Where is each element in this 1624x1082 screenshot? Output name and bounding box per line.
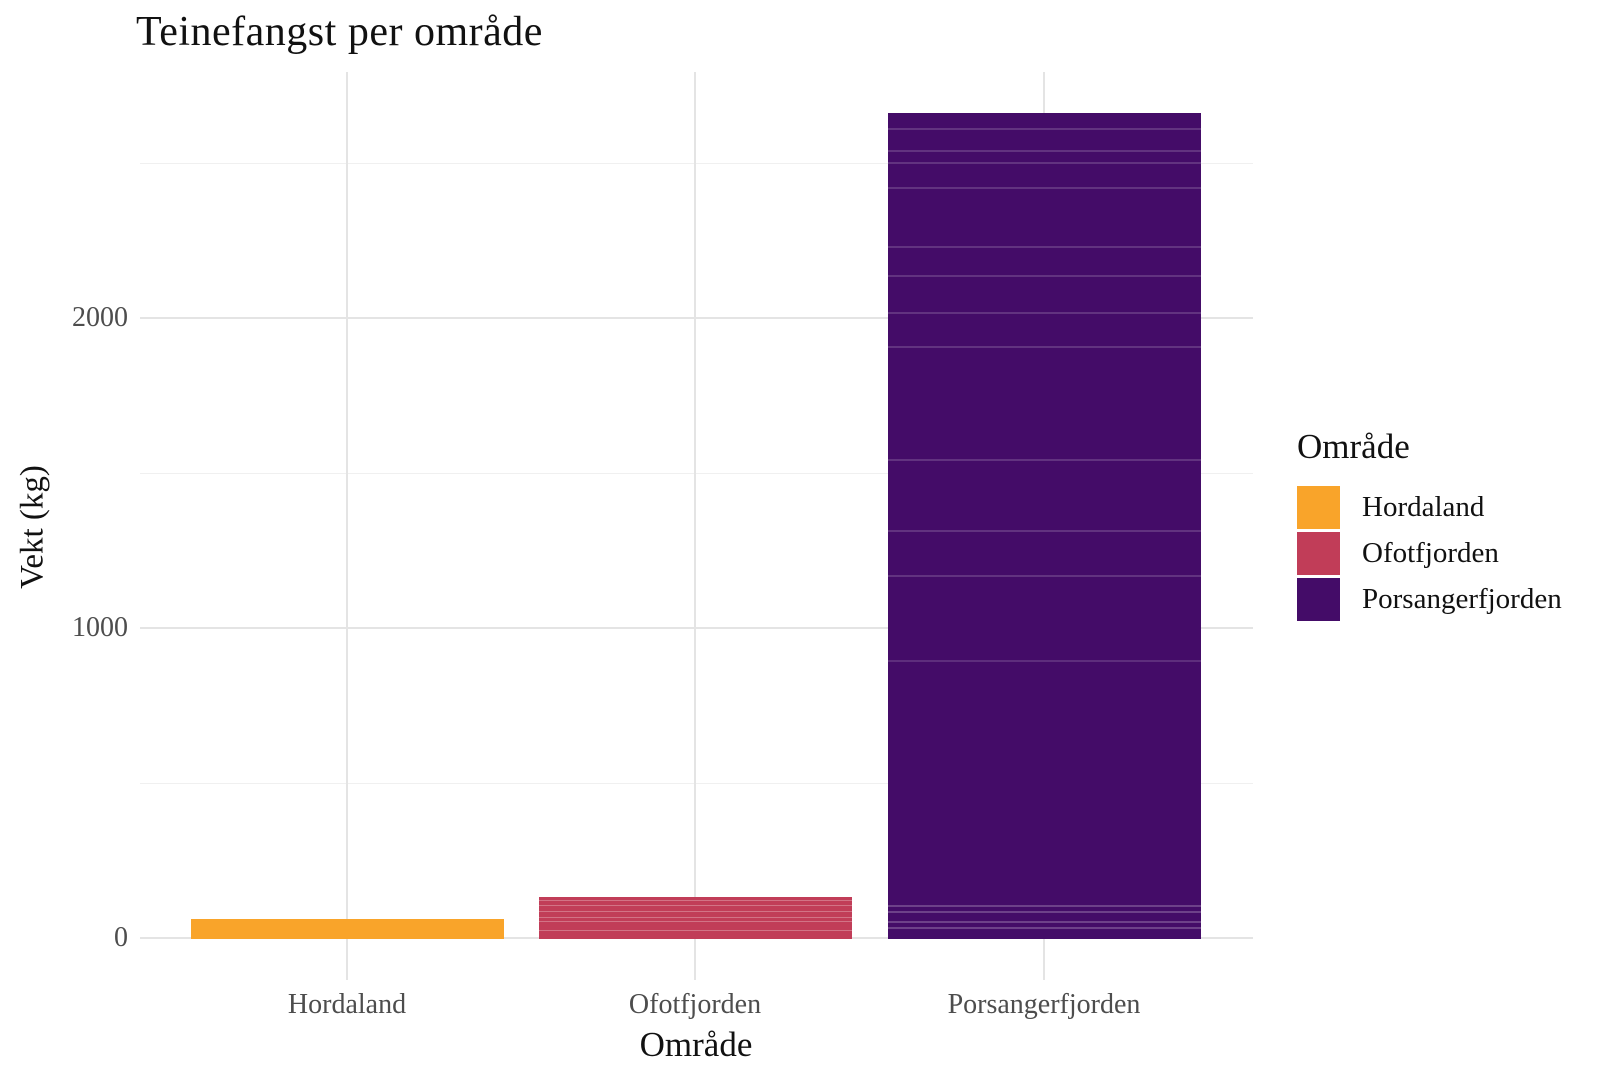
legend-label-hordaland: Hordaland [1362, 491, 1485, 523]
bar-hordaland [191, 919, 504, 939]
legend-swatch-hordaland [1297, 486, 1340, 529]
legend-swatch-porsangerfjorden [1297, 578, 1340, 621]
vertical-gridline-ofotfjorden [694, 72, 696, 980]
legend-label-ofotfjorden: Ofotfjorden [1362, 537, 1499, 569]
bar-ofotfjorden [539, 896, 852, 939]
legend-item-hordaland: Hordaland [1297, 486, 1562, 529]
chart-title: Teinefangst per område [136, 9, 543, 55]
legend: Område Hordaland Ofotfjorden Porsangerfj… [1297, 428, 1562, 624]
major-gridline-1000 [140, 627, 1253, 629]
y-axis-title: Vekt (kg) [14, 465, 51, 589]
x-tick-hordaland: Hordaland [287, 989, 407, 1020]
x-tick-porsangerfjorden: Porsangerfjorden [947, 989, 1141, 1020]
vertical-gridline-hordaland [346, 72, 348, 980]
plot-panel [140, 72, 1253, 980]
legend-title: Område [1297, 427, 1410, 466]
x-axis-title: Område [639, 1025, 753, 1064]
x-tick-ofotfjorden: Ofotfjorden [628, 989, 762, 1020]
major-gridline-2000 [140, 317, 1253, 319]
y-tick-0: 0 [114, 922, 128, 953]
legend-swatch-ofotfjorden [1297, 532, 1340, 575]
legend-item-ofotfjorden: Ofotfjorden [1297, 532, 1562, 575]
minor-gridline-2500 [140, 163, 1253, 164]
bar-porsangerfjorden [888, 112, 1201, 939]
legend-item-porsangerfjorden: Porsangerfjorden [1297, 578, 1562, 621]
minor-gridline-1500 [140, 473, 1253, 474]
legend-label-porsangerfjorden: Porsangerfjorden [1362, 583, 1562, 615]
y-tick-1000: 1000 [72, 612, 128, 643]
y-tick-2000: 2000 [72, 302, 128, 333]
minor-gridline-500 [140, 783, 1253, 784]
